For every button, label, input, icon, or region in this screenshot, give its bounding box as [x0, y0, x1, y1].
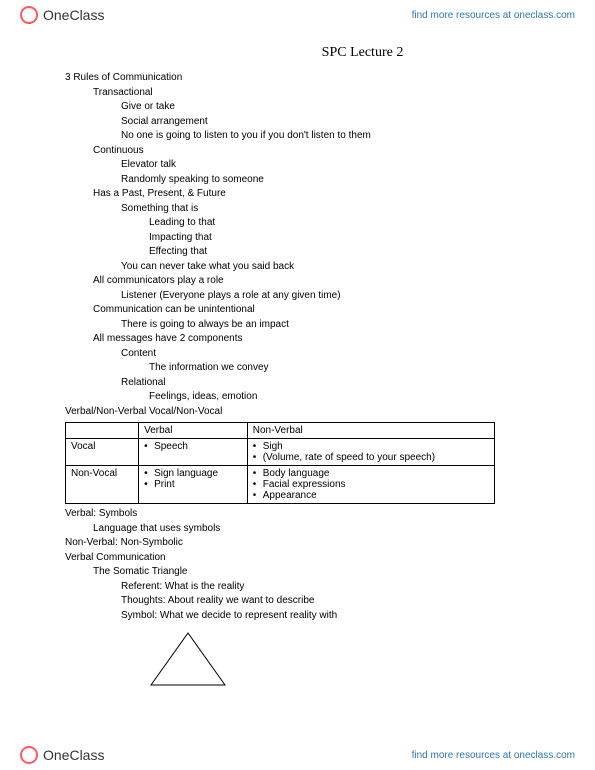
outline-line: Communication can be unintentional: [93, 303, 560, 318]
outline-line: Feelings, ideas, emotion: [149, 390, 560, 405]
outline-line: Something that is: [121, 202, 560, 217]
page-title: SPC Lecture 2: [165, 45, 560, 61]
outline-line: All communicators play a role: [93, 274, 560, 289]
outline-line: Thoughts: About reality we want to descr…: [121, 594, 560, 609]
resources-link-bottom[interactable]: find more resources at oneclass.com: [412, 750, 575, 761]
outline-line: Verbal: Symbols: [65, 507, 560, 522]
outline-line: 3 Rules of Communication: [65, 71, 560, 86]
outline-section-2: Verbal: SymbolsLanguage that uses symbol…: [65, 507, 560, 623]
list-item: •Print: [144, 479, 242, 490]
outline-line: Continuous: [93, 144, 560, 159]
bullet-icon: •: [144, 468, 154, 479]
outline-line: Content: [121, 347, 560, 362]
triangle-icon: [149, 631, 227, 687]
list-item-text: Body language: [263, 468, 489, 479]
list-item-text: Sigh: [263, 441, 489, 452]
matrix-col-verbal: Verbal: [139, 423, 248, 439]
bullet-icon: •: [253, 479, 263, 490]
table-row: Vocal•Speech•Sigh•(Volume, rate of speed…: [66, 439, 495, 466]
verbal-vocal-matrix: Verbal Non-Verbal Vocal•Speech•Sigh•(Vol…: [65, 422, 495, 504]
outline-section-1: 3 Rules of CommunicationTransactionalGiv…: [65, 71, 560, 419]
outline-line: The Somatic Triangle: [93, 565, 560, 580]
resources-link-top[interactable]: find more resources at oneclass.com: [412, 10, 575, 21]
outline-line: Listener (Everyone plays a role at any g…: [121, 289, 560, 304]
list-item-text: Print: [154, 479, 242, 490]
outline-line: Elevator talk: [121, 158, 560, 173]
brand-name: OneClass: [43, 7, 104, 23]
list-item: •(Volume, rate of speed to your speech): [253, 452, 489, 463]
outline-line: There is going to always be an impact: [121, 318, 560, 333]
outline-line: Non-Verbal: Non-Symbolic: [65, 536, 560, 551]
outline-line: Verbal/Non-Verbal Vocal/Non-Vocal: [65, 405, 560, 420]
list-item: •Speech: [144, 441, 242, 452]
matrix-cell-nonverbal: •Body language•Facial expressions•Appear…: [247, 466, 494, 504]
page-header: OneClass find more resources at oneclass…: [0, 0, 595, 30]
bullet-icon: •: [144, 441, 154, 452]
outline-line: Randomly speaking to someone: [121, 173, 560, 188]
somatic-triangle: [149, 631, 560, 690]
bullet-icon: •: [253, 441, 263, 452]
matrix-cell-verbal: •Sign language•Print: [139, 466, 248, 504]
outline-line: Verbal Communication: [65, 551, 560, 566]
matrix-row-label: Vocal: [66, 439, 139, 466]
list-item: •Sign language: [144, 468, 242, 479]
matrix-col-blank: [66, 423, 139, 439]
outline-line: Language that uses symbols: [93, 522, 560, 537]
page-footer: OneClass find more resources at oneclass…: [0, 740, 595, 770]
outline-line: Transactional: [93, 86, 560, 101]
outline-line: Social arrangement: [121, 115, 560, 130]
outline-line: Referent: What is the reality: [121, 580, 560, 595]
matrix-cell-verbal: •Speech: [139, 439, 248, 466]
list-item-text: Facial expressions: [263, 479, 489, 490]
list-item: •Body language: [253, 468, 489, 479]
list-item-text: Speech: [154, 441, 242, 452]
list-item: •Sigh: [253, 441, 489, 452]
outline-line: Impacting that: [149, 231, 560, 246]
brand-name-footer: OneClass: [43, 747, 104, 763]
outline-line: Has a Past, Present, & Future: [93, 187, 560, 202]
outline-line: The information we convey: [149, 361, 560, 376]
list-item-text: Sign language: [154, 468, 242, 479]
outline-line: Symbol: What we decide to represent real…: [121, 609, 560, 624]
brand-logo-footer: OneClass: [20, 746, 104, 764]
outline-line: Relational: [121, 376, 560, 391]
outline-line: Effecting that: [149, 245, 560, 260]
matrix-cell-nonverbal: •Sigh•(Volume, rate of speed to your spe…: [247, 439, 494, 466]
matrix-col-nonverbal: Non-Verbal: [247, 423, 494, 439]
brand-logo: OneClass: [20, 6, 104, 24]
list-item-text: Appearance: [263, 490, 489, 501]
logo-icon: [20, 746, 38, 764]
matrix-row-label: Non-Vocal: [66, 466, 139, 504]
list-item-text: (Volume, rate of speed to your speech): [263, 452, 489, 463]
logo-icon: [20, 6, 38, 24]
bullet-icon: •: [253, 452, 263, 463]
outline-line: Give or take: [121, 100, 560, 115]
outline-line: You can never take what you said back: [121, 260, 560, 275]
list-item: •Appearance: [253, 490, 489, 501]
bullet-icon: •: [253, 468, 263, 479]
table-row: Non-Vocal•Sign language•Print•Body langu…: [66, 466, 495, 504]
document-content: SPC Lecture 2 3 Rules of CommunicationTr…: [65, 45, 560, 690]
outline-line: Leading to that: [149, 216, 560, 231]
bullet-icon: •: [253, 490, 263, 501]
list-item: •Facial expressions: [253, 479, 489, 490]
outline-line: No one is going to listen to you if you …: [121, 129, 560, 144]
outline-line: All messages have 2 components: [93, 332, 560, 347]
bullet-icon: •: [144, 479, 154, 490]
